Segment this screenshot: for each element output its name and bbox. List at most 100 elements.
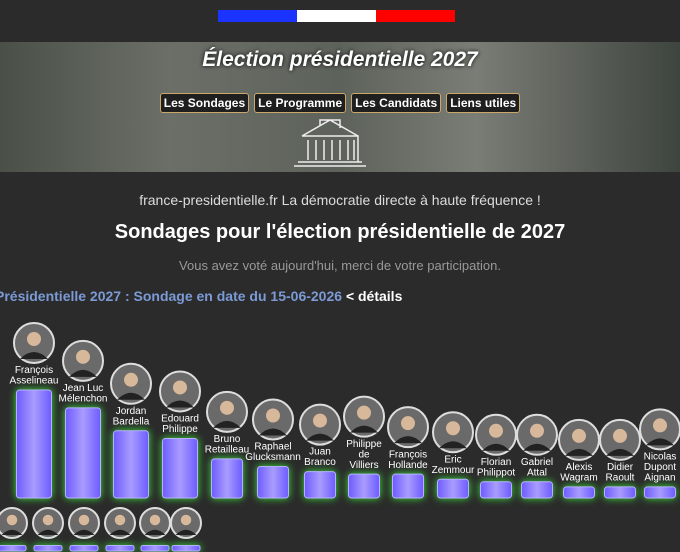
candidate-name: Juan — [309, 447, 331, 458]
avatar-body — [394, 436, 422, 444]
candidate-name: Didier — [607, 462, 634, 473]
avatar-body — [73, 529, 95, 535]
candidate-name: Raphael — [254, 442, 291, 453]
avatar-head — [124, 372, 138, 387]
candidate-name: Branco — [304, 457, 336, 468]
candidate-name: Wagram — [560, 473, 597, 484]
candidate-name: Jean Luc — [63, 383, 104, 394]
bar — [304, 471, 336, 499]
avatar-head — [173, 380, 187, 395]
avatar-head — [613, 428, 627, 443]
bar — [0, 544, 27, 552]
bar — [644, 486, 676, 499]
nav: Les Sondages Le Programme Les Candidats … — [0, 93, 680, 113]
candidate-name: de — [358, 449, 370, 460]
bar — [65, 407, 101, 499]
avatar-head — [27, 332, 41, 346]
avatar-head — [313, 413, 327, 428]
avatar-head — [6, 514, 18, 526]
candidate-name: Edouard — [161, 414, 199, 425]
candidate-name: Jordan — [116, 406, 147, 417]
bar — [563, 486, 595, 499]
candidate-name: Nicolas — [644, 452, 677, 463]
candidate-name: Philippot — [477, 467, 516, 478]
bar — [105, 544, 135, 552]
bar — [211, 458, 243, 499]
avatar-body — [1, 529, 23, 535]
avatar-head — [266, 408, 280, 423]
avatar-body — [109, 529, 131, 535]
candidate-name: Bruno — [214, 434, 241, 445]
avatar-body — [306, 433, 334, 441]
bar — [348, 473, 380, 499]
bar — [69, 544, 99, 552]
avatar-body — [482, 443, 510, 451]
avatar-body — [213, 420, 241, 428]
avatar-head — [76, 349, 90, 364]
avatar-head — [114, 514, 126, 526]
avatar-head — [357, 405, 371, 420]
bar — [140, 544, 170, 552]
bar — [480, 481, 512, 499]
heading: Sondages pour l'élection présidentielle … — [114, 221, 566, 243]
bar — [16, 389, 52, 499]
candidate-name: Philippe — [162, 424, 198, 435]
flag — [218, 10, 455, 22]
candidate-name: Glucksmann — [245, 452, 301, 463]
bar — [521, 481, 553, 499]
nav-link[interactable]: Liens utiles — [446, 93, 521, 113]
avatar-head — [220, 400, 234, 415]
candidate-name: Florian — [481, 457, 512, 468]
avatar-head — [653, 418, 667, 433]
avatar-head — [446, 421, 460, 436]
bar — [33, 544, 63, 552]
candidate-name: Hollande — [388, 460, 428, 471]
avatar-body — [20, 352, 48, 359]
bar — [437, 478, 469, 499]
poll-title-row: Présidentielle 2027 : Sondage en date du… — [0, 288, 402, 304]
avatar-body — [646, 438, 674, 446]
avatar-body — [166, 400, 194, 408]
building-icon — [294, 119, 366, 167]
avatar-body — [565, 448, 593, 456]
details-link[interactable]: < détails — [345, 288, 403, 304]
avatar-body — [523, 443, 551, 451]
bar — [257, 466, 289, 499]
bar — [392, 473, 424, 499]
bar — [113, 430, 149, 499]
avatar-body — [144, 529, 166, 535]
candidate-name: Philippe — [346, 439, 382, 450]
nav-link[interactable]: Les Sondages — [159, 93, 250, 113]
avatar-body — [606, 448, 634, 456]
candidate-name: Gabriel — [521, 457, 553, 468]
vote-notice: Vous avez voté aujourd'hui, merci de vot… — [179, 258, 501, 273]
avatar-body — [350, 425, 378, 433]
avatar-body — [439, 441, 467, 449]
bar — [162, 437, 198, 499]
candidate-name: Mélenchon — [59, 393, 108, 404]
candidate-name: Attal — [527, 467, 547, 478]
candidate-name: Raoult — [606, 473, 635, 484]
candidate-name: Zemmour — [432, 465, 475, 476]
candidate-name: François — [389, 449, 427, 460]
candidate-name: Eric — [444, 454, 461, 465]
avatar-head — [149, 514, 161, 526]
nav-link[interactable]: Les Candidats — [351, 93, 442, 113]
bar — [604, 486, 636, 499]
avatar-head — [401, 416, 415, 431]
avatar-head — [572, 428, 586, 443]
tagline: france-presidentielle.fr La démocratie d… — [139, 192, 541, 208]
candidate-name: Villiers — [349, 460, 378, 471]
avatar-head — [489, 423, 503, 438]
avatar-head — [78, 514, 90, 526]
avatar-head — [180, 514, 192, 526]
avatar-body — [117, 392, 145, 400]
nav-link[interactable]: Le Programme — [254, 93, 347, 113]
avatar-body — [259, 428, 287, 436]
candidate-name: Alexis — [566, 462, 593, 473]
avatar-body — [175, 529, 197, 535]
avatar-head — [530, 423, 544, 438]
candidate-name: Dupont — [644, 462, 676, 473]
